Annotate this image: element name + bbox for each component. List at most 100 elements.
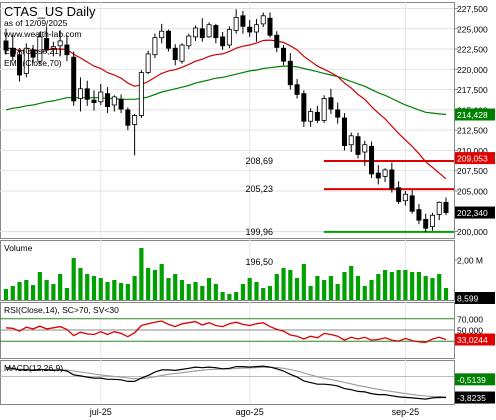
candle-body [132,115,138,125]
volume-bar [437,274,442,300]
ema21-value-badge: 209,053 [457,154,488,164]
candle-body [17,54,23,76]
as-of-date: as of 12/09/2025 [4,18,68,28]
x-axis-label: sep-25 [392,407,420,417]
candle-body [3,40,9,51]
candle-body [341,117,347,146]
candle-body [443,201,449,213]
candle-body [23,47,29,74]
volume-bar [389,272,394,300]
candle-body [362,144,368,153]
candle-body [193,27,199,38]
candle-body [206,24,212,38]
candle-body [348,135,354,146]
volume-bar [64,288,70,300]
candle-body [213,25,219,39]
volume-bar [30,285,36,300]
volume-bar [315,276,320,300]
price-axis-tick-label: 205,000 [457,186,488,196]
candle-body [57,40,63,47]
candle-body [321,98,327,121]
candle-body [98,91,104,103]
volume-bar [44,280,49,300]
ema70-legend: EMA(Close,70) [4,58,62,68]
candle-body [416,209,422,221]
volume-bar [227,294,232,300]
candle-body [274,34,280,48]
close-value-badge-bg [455,206,495,219]
volume-bar [37,272,42,300]
candle-body [64,44,70,56]
candle-body [240,15,246,27]
volume-bar [146,268,151,300]
level-label: 205,23 [245,184,273,194]
volume-bar [112,280,117,300]
candle-body [423,218,429,229]
chart-title: CTAS_US Daily [4,4,96,19]
macd-value-badge: -3,8235 [457,393,486,403]
volume-bar [342,272,347,300]
volume-bar [376,274,381,300]
volume-bar [403,270,408,300]
volume-bar [410,272,415,300]
volume-bar [369,280,374,300]
price-axis-tick-label: 207,500 [457,166,488,176]
candle-body [308,111,314,122]
volume-bar [443,288,449,300]
volume-bar [85,274,90,300]
volume-bar [17,282,22,300]
price-axis-tick-label: 210,000 [457,146,488,156]
volume-bar [98,278,103,300]
rsi-series [0,318,454,343]
candle-body [152,37,158,56]
macd-signal-badge-bg [455,373,495,386]
volume-bar [206,278,212,300]
rsi-value-badge: 33,0244 [457,335,488,345]
candle-body [314,111,320,121]
candle-body [294,84,300,95]
volume-bar [105,282,110,300]
volume-bar [335,284,340,300]
volume-value-badge: 8,599 [457,294,479,304]
candle-body [267,17,273,36]
candle-body [77,88,83,99]
volume-bar [166,278,171,300]
macd-panel-frame [0,360,455,405]
level-label: 208,69 [245,156,273,166]
x-axis-label: ago-25 [236,407,264,417]
volume-bar [125,284,130,300]
volume-bar [186,284,191,300]
volume-bar [58,274,63,300]
volume-bar [179,280,185,300]
candle-body [335,109,341,118]
volume-bar [51,284,56,300]
candle-body [179,44,185,62]
candle-body [111,96,117,106]
volume-label: Volume [4,243,33,253]
candle-body [159,30,165,39]
volume-bar [3,289,9,300]
ema21-series [5,39,447,180]
volume-bar [159,264,164,300]
text-labels: 227,500225,000222,500220,000217,500215,0… [3,4,488,417]
macd-signal-badge: -0,5139 [457,375,486,385]
candle-body [50,46,56,49]
price-axis-tick-label: 222,500 [457,45,488,55]
price-axis-tick-label: 220,000 [457,65,488,75]
volume-bar [71,258,76,300]
volume-bar [274,274,279,300]
candle-body [10,47,16,57]
volume-bar [220,292,225,300]
rsi-label: RSI(Close,14), SC>70, SV<30 [4,305,119,315]
level-label: 196,50 [245,257,273,267]
candle-body [436,201,442,215]
candle-body [375,172,381,179]
price-axis-tick-label: 200,000 [457,227,488,237]
rsi-axis-tick-label: 50,000 [457,326,483,336]
candle-body [281,47,287,62]
candle-body [91,99,97,103]
price-axis-tick-label: 225,000 [457,24,488,34]
candle-body [105,93,111,108]
volume-bar [24,280,29,300]
volume-bar [288,270,293,300]
